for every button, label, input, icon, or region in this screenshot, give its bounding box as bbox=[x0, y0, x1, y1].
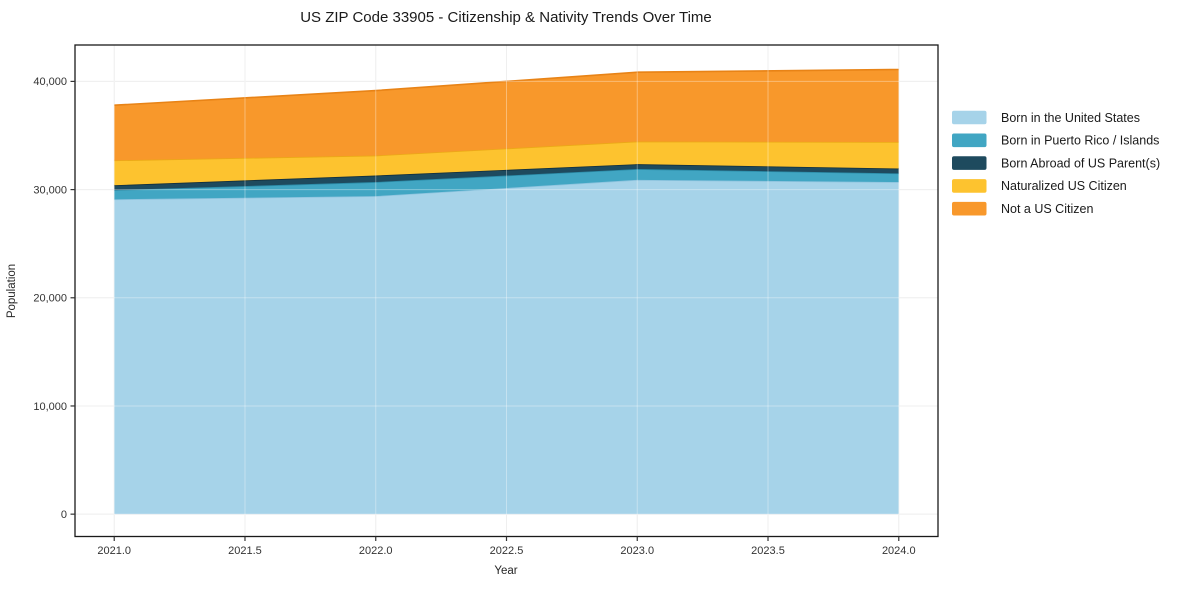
x-tick-label: 2024.0 bbox=[882, 545, 916, 557]
y-tick-label: 20,000 bbox=[33, 293, 67, 305]
area-5 bbox=[114, 69, 899, 161]
x-tick-label: 2023.0 bbox=[620, 545, 654, 557]
y-tick-label: 30,000 bbox=[33, 184, 67, 196]
area-2 bbox=[114, 169, 899, 200]
chart-title: US ZIP Code 33905 - Citizenship & Nativi… bbox=[300, 9, 712, 26]
y-tick-label: 10,000 bbox=[33, 401, 67, 413]
y-tick-label: 40,000 bbox=[33, 76, 67, 88]
legend-item-label: Born in Puerto Rico / Islands bbox=[1001, 134, 1159, 148]
x-tick-label: 2021.5 bbox=[228, 545, 262, 557]
gridlines-overlay bbox=[75, 45, 938, 537]
legend-swatch bbox=[952, 156, 987, 170]
legend-item-label: Naturalized US Citizen bbox=[1001, 179, 1127, 193]
tick-labels: 2021.0 2021.5 2022.0 2022.5 2023.0 2023.5 2024… bbox=[33, 76, 915, 557]
legend-item: Not a US Citizen bbox=[952, 201, 1093, 216]
x-tick-label: 2023.5 bbox=[751, 545, 785, 557]
area-3 bbox=[114, 164, 899, 191]
x-tick-label: 2022.5 bbox=[490, 545, 524, 557]
area-4 bbox=[114, 141, 899, 186]
legend-item: Naturalized US Citizen bbox=[952, 179, 1127, 193]
x-axis-label: Year bbox=[494, 565, 517, 577]
legend-swatch bbox=[952, 201, 987, 216]
x-tick-label: 2021.0 bbox=[97, 545, 131, 557]
legend-item: Born in the United States bbox=[952, 110, 1140, 125]
legend-swatch bbox=[952, 110, 987, 125]
area-1 bbox=[114, 179, 899, 515]
legend-swatch bbox=[952, 133, 987, 148]
x-tick-label: 2022.0 bbox=[359, 545, 393, 557]
area-edge-5 bbox=[114, 68, 899, 107]
legend-item: Born in Puerto Rico / Islands bbox=[952, 133, 1159, 148]
tick-marks bbox=[70, 80, 900, 541]
legend-item: Born Abroad of US Parent(s) bbox=[952, 156, 1160, 170]
legend-swatch bbox=[952, 179, 987, 193]
legend-item-label: Born in the United States bbox=[1001, 111, 1140, 125]
area-series bbox=[114, 68, 899, 515]
y-tick-label: 0 bbox=[61, 509, 67, 521]
legend: Born in the United States Born in Puerto … bbox=[952, 110, 1160, 216]
y-axis-label: Population bbox=[6, 264, 18, 318]
legend-item-label: Not a US Citizen bbox=[1001, 202, 1093, 216]
legend-item-label: Born Abroad of US Parent(s) bbox=[1001, 156, 1160, 170]
